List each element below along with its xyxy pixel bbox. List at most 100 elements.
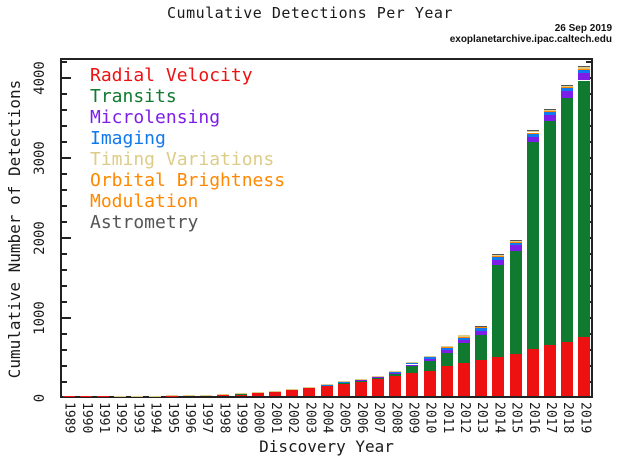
bar-segment-microlensing — [354, 380, 367, 381]
bar-segment-transits — [578, 80, 591, 337]
x-tick-label: 2018 — [560, 402, 576, 434]
bar-segment-radial-velocity — [406, 372, 419, 396]
date-stamp-block: 26 Sep 2019 exoplanetarchive.ipac.caltec… — [450, 23, 612, 45]
bar-segment-microlensing — [475, 330, 488, 336]
y-tick-left-minor — [62, 173, 67, 175]
y-tick-left-minor — [62, 93, 67, 95]
bar-segment-radial-velocity — [372, 379, 385, 396]
legend-item-orbital-brightness: Orbital Brightness — [90, 170, 286, 191]
bar-segment-radial-velocity — [286, 388, 299, 396]
x-tick-label: 1993 — [130, 402, 146, 434]
x-tick-label: 2004 — [319, 402, 335, 434]
bar-segment-microlensing — [372, 377, 385, 379]
bar-segment-microlensing — [440, 349, 453, 353]
x-tick-label: 1997 — [199, 402, 215, 434]
x-tick-label: 1992 — [113, 402, 129, 434]
x-tick-label: 1994 — [147, 402, 163, 434]
x-tick-label: 2003 — [302, 402, 318, 434]
x-tick-label: 2012 — [457, 402, 473, 434]
x-tick-label: 2001 — [267, 402, 283, 434]
bar-segment-transits — [372, 378, 385, 380]
y-axis-title: Cumulative Number of Detections — [5, 79, 24, 379]
y-tick-left-minor — [62, 109, 67, 111]
y-tick-left-minor — [62, 205, 67, 207]
bar-segment-transits — [509, 250, 522, 354]
bar-segment-timing-variations — [423, 355, 436, 357]
bar-segment-imaging — [406, 362, 419, 365]
bar-segment-radial-velocity — [217, 394, 230, 396]
y-tick-left-minor — [62, 333, 67, 335]
y-tick-left-major — [62, 237, 71, 239]
bar-segment-timing-variations — [578, 66, 591, 69]
legend-item-imaging: Imaging — [90, 128, 166, 149]
bar-segment-radial-velocity — [458, 362, 471, 396]
bar-segment-microlensing — [492, 259, 505, 265]
bar-segment-imaging — [544, 111, 557, 116]
bar-segment-radial-velocity — [509, 354, 522, 396]
bar-segment-timing-variations — [440, 346, 453, 348]
bar-segment-timing-variations — [492, 254, 505, 257]
x-tick-label: 1990 — [78, 402, 94, 434]
bar-segment-timing-variations — [509, 239, 522, 242]
y-tick-left-minor — [62, 61, 67, 63]
x-tick-label: 2017 — [543, 402, 559, 434]
bar-segment-microlensing — [406, 364, 419, 367]
y-tick-left-minor — [62, 349, 67, 351]
y-tick-label: 4000 — [32, 61, 48, 95]
bar-segment-microlensing — [561, 91, 574, 99]
legend-item-modulation: Modulation — [90, 191, 199, 212]
y-tick-left-minor — [62, 269, 67, 271]
bar-segment-radial-velocity — [268, 391, 281, 396]
bar-segment-radial-velocity — [578, 336, 591, 396]
legend-item-transits: Transits — [90, 86, 177, 107]
bar-segment-transits — [544, 121, 557, 345]
x-tick-label: 2011 — [439, 402, 455, 434]
bar-segment-radial-velocity — [440, 366, 453, 396]
bar-segment-radial-velocity — [354, 381, 367, 396]
bar-segment-imaging — [372, 376, 385, 378]
bar-segment-microlensing — [578, 73, 591, 81]
bar-segment-radial-velocity — [423, 370, 436, 396]
x-tick-label: 1995 — [164, 402, 180, 434]
x-tick-label: 2019 — [577, 402, 593, 434]
bar-segment-radial-velocity — [389, 376, 402, 396]
y-tick-left-minor — [62, 189, 67, 191]
bar-segment-timing-variations — [475, 325, 488, 328]
y-tick-left-major — [62, 157, 71, 159]
legend-item-radial-velocity: Radial Velocity — [90, 65, 253, 86]
bar-segment-radial-velocity — [526, 348, 539, 396]
bar-segment-transits — [406, 366, 419, 373]
bar-segment-imaging — [578, 69, 591, 74]
bar-segment-transits — [423, 361, 436, 371]
x-tick-label: 2002 — [285, 402, 301, 434]
x-tick-label: 2010 — [422, 402, 438, 434]
bar-segment-transits — [492, 264, 505, 357]
bar-segment-radial-velocity — [251, 392, 264, 396]
bar-segment-transits — [320, 384, 333, 386]
y-tick-left-minor — [62, 301, 67, 303]
bar-segment-imaging — [526, 133, 539, 137]
bar-segment-transits — [458, 343, 471, 363]
archive-url: exoplanetarchive.ipac.caltech.edu — [449, 34, 612, 45]
bar-segment-microlensing — [389, 373, 402, 375]
bar-segment-timing-variations — [561, 84, 574, 88]
bar-segment-imaging — [509, 242, 522, 246]
y-tick-left-minor — [62, 285, 67, 287]
legend-item-astrometry: Astrometry — [90, 212, 199, 233]
bar-segment-imaging — [423, 356, 436, 359]
y-tick-left-minor — [62, 253, 67, 255]
bar-segment-microlensing — [526, 136, 539, 143]
bar-segment-radial-velocity — [561, 342, 574, 396]
page-title: Cumulative Detections Per Year — [167, 4, 453, 22]
bar-segment-radial-velocity — [320, 385, 333, 396]
x-tick-label: 2015 — [508, 402, 524, 434]
y-tick-left-minor — [62, 381, 67, 383]
bar-segment-timing-variations — [526, 130, 539, 133]
bar-segment-radial-velocity — [337, 383, 350, 396]
x-tick-label: 2008 — [388, 402, 404, 434]
bar-segment-microlensing — [544, 115, 557, 122]
x-tick-label: 2013 — [474, 402, 490, 434]
x-tick-label: 2000 — [250, 402, 266, 434]
legend-item-microlensing: Microlensing — [90, 107, 221, 128]
